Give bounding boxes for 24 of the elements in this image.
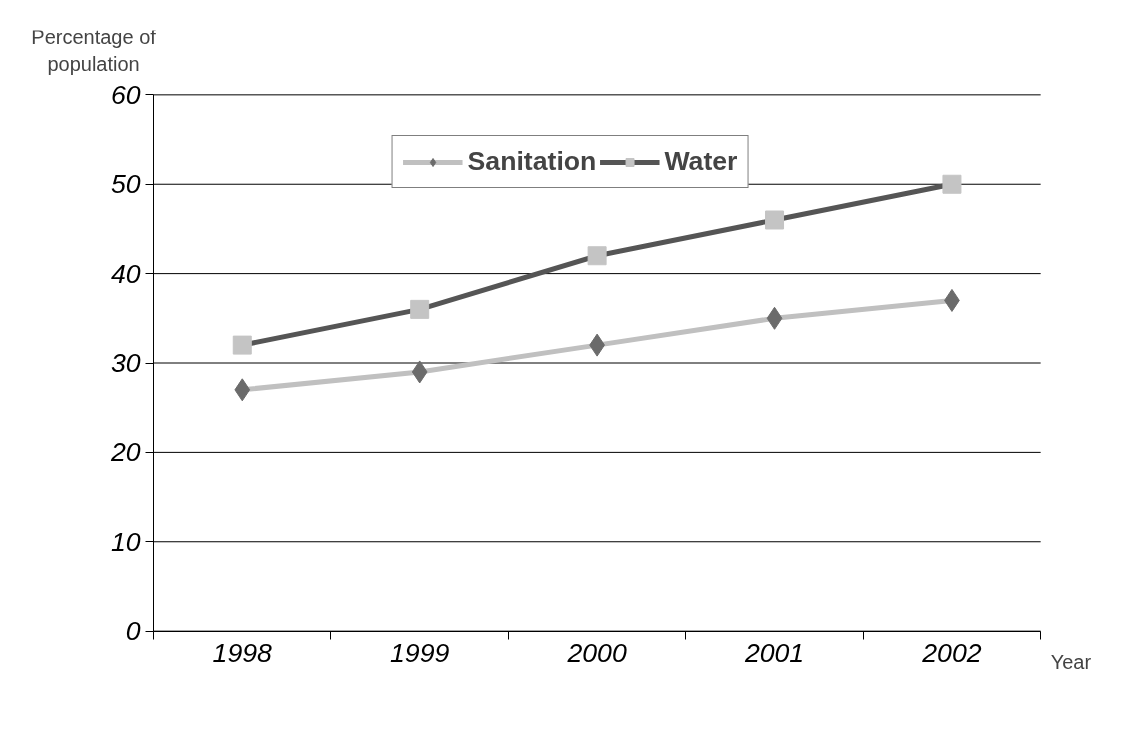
legend-label: Water	[664, 146, 738, 177]
point	[234, 378, 251, 402]
x-axis-title: Year	[1050, 651, 1092, 674]
y-tick-label: 50	[110, 169, 141, 200]
x-tick-label: 1999	[390, 638, 450, 669]
legend-label: Sanitation	[467, 146, 597, 177]
x-tick-label: 2001	[743, 638, 805, 669]
x-tick-label: 2002	[921, 638, 982, 669]
point	[766, 306, 783, 330]
point	[942, 174, 962, 194]
x-tick-label: 1998	[212, 638, 273, 669]
point	[410, 299, 430, 319]
point	[232, 335, 252, 355]
y-tick-label: 0	[125, 616, 141, 647]
point	[411, 360, 428, 384]
y-tick-label: 20	[109, 437, 141, 468]
x-tick-label: 2000	[566, 638, 627, 669]
y-tick-label: 10	[110, 526, 141, 557]
y-tick-label: 30	[110, 348, 141, 378]
point	[765, 210, 785, 230]
y-axis-title: Percentage of population	[31, 26, 157, 75]
y-tick-label: 40	[110, 258, 141, 289]
point	[587, 246, 607, 266]
y-tick-label: 60	[110, 79, 141, 110]
